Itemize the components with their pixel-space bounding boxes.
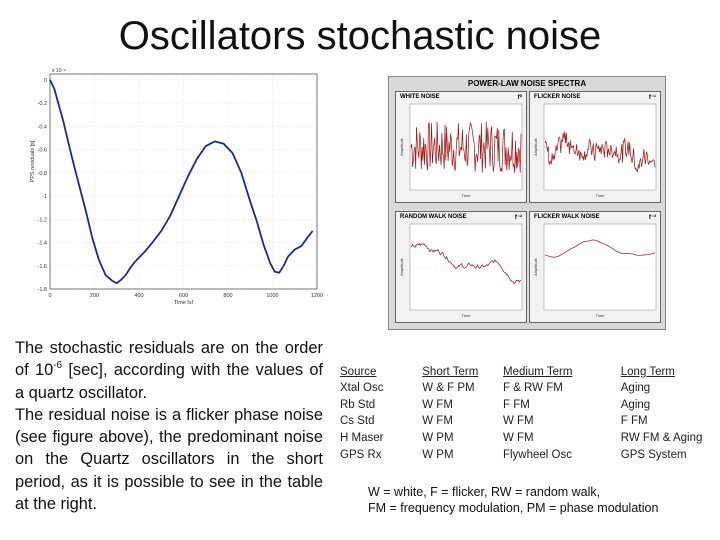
- table-cell: W PM: [422, 448, 454, 461]
- spectra-panel-random: RANDOM WALK NOISE f⁻² Amplitude Time: [395, 211, 527, 323]
- y-tick-label: -0.6: [38, 148, 47, 154]
- panel-time-label: Time: [462, 193, 472, 198]
- table-row: Xtal Osc W & F PM F & RW FM Aging: [340, 380, 720, 397]
- y-tick-label: -1.8: [38, 287, 47, 293]
- panel-noise-name: WHITE NOISE: [400, 94, 440, 100]
- plot-frame: [49, 73, 318, 290]
- panel-noise-exponent: f⁻²: [514, 215, 522, 221]
- table-row: Cs Std W FM W FM F FM: [340, 413, 720, 430]
- table-row: H Maser W PM W FM RW FM & Aging: [340, 430, 720, 447]
- table-cell: W FM: [422, 398, 453, 411]
- noise-spectra-figure: POWER-LAW NOISE SPECTRA WHITE NOISE f⁰ Amp…: [388, 76, 666, 330]
- table-cell: F FM: [502, 398, 530, 411]
- panel-time-label: Time: [596, 193, 606, 198]
- table-cell: W PM: [422, 432, 454, 445]
- table-cell: GPS System: [620, 448, 687, 461]
- table-cell: Aging: [620, 398, 651, 411]
- panel-label: WHITE NOISE f⁰: [400, 94, 522, 101]
- panel-axis-label: Amplitude: [399, 257, 404, 276]
- panel-noise-series: [410, 243, 521, 284]
- note-line-2: FM = frequency modulation, PM = phase mo…: [368, 501, 659, 515]
- y-tick-label: -1.4: [38, 241, 47, 247]
- panel-label: RANDOM WALK NOISE f⁻²: [400, 214, 522, 221]
- spectra-panel-white: WHITE NOISE f⁰ Amplitude Time: [395, 91, 527, 203]
- panel-label: FLICKER WALK NOISE f⁻³: [534, 214, 656, 221]
- body-paragraph-2: The residual noise is a flicker phase no…: [15, 405, 323, 514]
- table-cell: RW FM & Aging: [620, 432, 703, 445]
- panel-noise-series: [544, 239, 656, 258]
- header-medium-term: Medium Term: [502, 366, 573, 378]
- table-cell: H Maser: [340, 432, 384, 445]
- table-cell: F & RW FM: [502, 382, 563, 395]
- table-cell: Xtal Osc: [340, 382, 384, 395]
- y-tick-label: -0.2: [38, 101, 47, 107]
- panel-noise-name: FLICKER NOISE: [534, 94, 581, 100]
- panel-plot: Amplitude Time: [399, 103, 523, 198]
- table-cell: Aging: [620, 382, 651, 395]
- header-short-term: Short Term: [422, 366, 479, 378]
- body-text: The stochastic residuals are on the orde…: [15, 337, 323, 515]
- table-cell: W FM: [422, 415, 453, 428]
- panel-noise-exponent: f⁰: [517, 95, 522, 101]
- panel-plot: Amplitude Time: [399, 223, 523, 318]
- table-cell: GPS Rx: [340, 448, 382, 461]
- panel-noise-exponent: f⁻³: [648, 215, 656, 221]
- y-tick-label: -0.8: [38, 171, 47, 177]
- body-paragraph-1: The stochastic residuals are on the orde…: [15, 339, 323, 402]
- spectra-panel-flicker: FLICKER NOISE f⁻¹ Amplitude Time: [529, 91, 661, 203]
- y-tick-label: -1.6: [38, 264, 47, 270]
- note-line-1: W = white, F = flicker, RW = random walk…: [368, 485, 601, 499]
- panel-plot-area: [543, 223, 657, 311]
- spectra-panel-flickerwalk: FLICKER WALK NOISE f⁻³ Amplitude Time: [529, 211, 661, 323]
- table-cell: F FM: [620, 415, 648, 428]
- panel-noise-series: [410, 121, 522, 174]
- abbreviation-note: W = white, F = flicker, RW = random walk…: [368, 484, 658, 516]
- slide-title: Oscillators stochastic noise: [118, 14, 602, 58]
- table-cell: Cs Std: [340, 415, 375, 428]
- y-tick-label: -0.4: [38, 124, 47, 130]
- panel-axis-label: Amplitude: [399, 137, 404, 156]
- residual-series-line: [49, 79, 314, 285]
- exponent-label: x 10⁻⁶: [52, 68, 66, 74]
- x-tick-label: 0: [48, 293, 51, 299]
- panel-axis-label: Amplitude: [533, 257, 538, 276]
- x-tick-label: 600: [179, 293, 188, 299]
- spectra-title: POWER-LAW NOISE SPECTRA: [467, 79, 587, 88]
- residuals-plot-svg: 0-0.2-0.4-0.6-0.8-1-1.2-1.4-1.6-1.80 200 4…: [30, 68, 323, 306]
- panel-noise-exponent: f⁻¹: [648, 95, 656, 101]
- panel-time-label: Time: [596, 313, 606, 318]
- x-tick-label: 1000: [266, 293, 278, 299]
- table-cell: Rb Std: [340, 398, 376, 411]
- noise-source-table: Source Short Term Medium Term Long Term …: [340, 366, 720, 463]
- panel-noise-name: RANDOM WALK NOISE: [400, 214, 467, 220]
- x-tick-label: 1200: [311, 293, 323, 299]
- table-cell: Flywheel Osc: [502, 448, 572, 461]
- panel-plot: Amplitude Time: [533, 223, 657, 318]
- panel-noise-name: FLICKER WALK NOISE: [534, 214, 600, 220]
- table-cell: W FM: [502, 432, 534, 445]
- x-tick-label: 400: [134, 293, 143, 299]
- header-source: Source: [340, 366, 377, 378]
- header-long-term: Long Term: [620, 366, 675, 378]
- table-header-row: Source Short Term Medium Term Long Term: [340, 366, 720, 380]
- residuals-plot: 0 -0.2 -0.4 -0.6 -0.8 -1 -1.2 -1.4 -1.6 -1.8 0 200 4…: [28, 64, 328, 306]
- table-cell: W FM: [502, 415, 534, 428]
- y-tick-label: -1: [42, 194, 47, 200]
- x-tick-label: 800: [223, 293, 232, 299]
- table-row: GPS Rx W PM Flywheel Osc GPS System: [340, 446, 720, 463]
- y-axis-label: PPS residuals [s]: [30, 140, 36, 182]
- panel-plot: Amplitude Time: [533, 103, 657, 198]
- table-cell: W & F PM: [422, 382, 475, 395]
- panel-noise-series: [544, 131, 656, 173]
- y-tick-label: -1.2: [38, 217, 47, 223]
- table-row: Rb Std W FM F FM Aging: [340, 397, 720, 414]
- panel-time-label: Time: [462, 313, 472, 318]
- panel-axis-label: Amplitude: [533, 137, 538, 156]
- y-tick-label: 0: [44, 78, 47, 84]
- x-tick-label: 200: [90, 293, 99, 299]
- x-axis-label: Time [s]: [174, 300, 194, 304]
- panel-label: FLICKER NOISE f⁻¹: [534, 94, 656, 101]
